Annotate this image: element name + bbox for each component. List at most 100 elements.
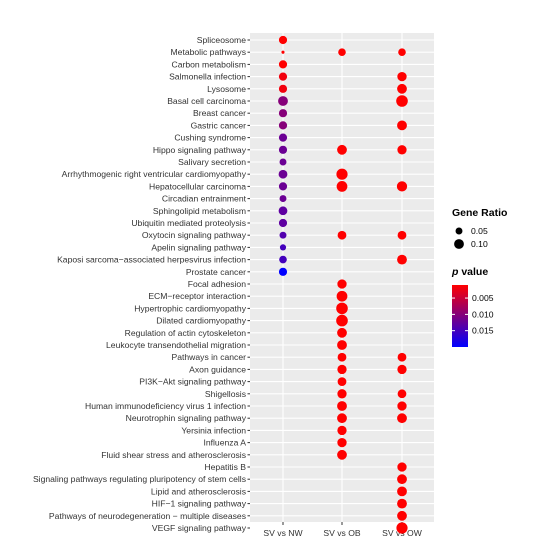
enrichment-point xyxy=(397,486,407,497)
enrichment-point xyxy=(396,95,408,107)
pathway-label: Signaling pathways regulating pluripoten… xyxy=(33,474,246,484)
pathway-label: Prostate cancer xyxy=(186,267,246,277)
enrichment-point xyxy=(397,462,407,472)
pathway-label: ECM−receptor interaction xyxy=(148,291,246,301)
size-legend-title: Gene Ratio xyxy=(452,207,507,219)
comparison-label: SV vs NW xyxy=(263,528,303,538)
enrichment-point xyxy=(337,377,347,386)
enrichment-point xyxy=(278,60,288,69)
enrichment-point xyxy=(397,83,407,94)
enrichment-point xyxy=(398,48,406,56)
pathway-label: Apelin signaling pathway xyxy=(151,242,246,252)
enrichment-point xyxy=(397,120,407,131)
enrichment-point xyxy=(336,181,348,192)
pathway-label: Cushing syndrome xyxy=(174,133,246,143)
pathway-label: Leukocyte transendothelial migration xyxy=(106,340,246,350)
enrichment-point xyxy=(279,158,287,166)
enrichment-point xyxy=(278,182,288,191)
enrichment-point xyxy=(397,352,407,362)
pathway-label: Hypertrophic cardiomyopathy xyxy=(134,303,246,313)
enrichment-point xyxy=(337,340,347,350)
enrichment-point xyxy=(337,144,347,155)
enrichment-point xyxy=(278,84,288,93)
pathway-label: Sphingolipid metabolism xyxy=(153,206,246,216)
pathway-label: Basal cell carcinoma xyxy=(167,96,246,106)
color-legend-title: p value xyxy=(451,266,488,278)
pathway-label: Salmonella infection xyxy=(169,72,246,82)
enrichment-point xyxy=(397,474,407,485)
enrichment-point xyxy=(278,218,288,228)
enrichment-point xyxy=(278,109,288,118)
enrichment-point xyxy=(397,401,407,411)
pathway-label: Fluid shear stress and atherosclerosis xyxy=(101,450,246,460)
enrichment-point xyxy=(279,244,287,251)
color-legend-bar xyxy=(452,285,468,347)
pathway-label: Spliceosome xyxy=(197,35,246,45)
pathway-label: Arrhythmogenic right ventricular cardiom… xyxy=(62,169,247,179)
pathway-label: Hepatitis B xyxy=(204,462,246,472)
enrichment-point xyxy=(278,72,288,81)
pathway-label: Lipid and atherosclerosis xyxy=(151,486,246,496)
enrichment-point xyxy=(278,206,288,216)
size-legend-swatch xyxy=(455,227,463,235)
enrichment-point xyxy=(397,510,407,521)
pathway-label: VEGF signaling pathway xyxy=(152,523,247,533)
pathway-label: Pathways in cancer xyxy=(171,352,246,362)
enrichment-point xyxy=(279,231,287,239)
enrichment-point xyxy=(338,48,346,56)
enrichment-point xyxy=(278,145,288,154)
enrichment-point xyxy=(396,522,408,534)
pathway-label: Influenza A xyxy=(203,438,246,448)
pathway-label: Breast cancer xyxy=(193,108,246,118)
enrichment-point xyxy=(337,352,347,362)
pathway-label: Yersinia infection xyxy=(181,425,246,435)
enrichment-point xyxy=(337,327,347,338)
enrichment-point xyxy=(337,230,347,240)
enrichment-point xyxy=(281,50,285,54)
pathway-label: Circadian entrainment xyxy=(162,194,247,204)
pathway-label: Human immunodeficiency virus 1 infection xyxy=(85,401,246,411)
pathway-label: Salivary secretion xyxy=(178,157,246,167)
pathway-label: Oxytocin signaling pathway xyxy=(142,230,247,240)
pathway-label: Shigellosis xyxy=(205,389,246,399)
enrichment-point xyxy=(279,255,287,264)
pathway-label: Focal adhesion xyxy=(188,279,247,289)
enrichment-point xyxy=(397,413,407,424)
pathway-label: Gastric cancer xyxy=(191,120,247,130)
enrichment-point xyxy=(397,389,407,399)
enrichment-point xyxy=(278,121,288,130)
pathway-label: Lysosome xyxy=(207,84,246,94)
pathway-label: PI3K−Akt signaling pathway xyxy=(139,377,246,387)
enrichment-point xyxy=(336,314,348,327)
pathway-label: Metabolic pathways xyxy=(171,47,246,57)
enrichment-point xyxy=(337,279,347,289)
size-legend-swatch xyxy=(454,239,464,249)
enrichment-point xyxy=(337,364,347,375)
enrichment-point xyxy=(397,254,407,265)
pathway-label: HIF−1 signaling pathway xyxy=(152,499,247,509)
enrichment-point xyxy=(278,96,288,106)
enrichment-point xyxy=(278,133,288,142)
color-legend-label: 0.010 xyxy=(472,309,494,319)
size-legend-label: 0.05 xyxy=(471,226,488,236)
color-legend-label: 0.005 xyxy=(472,293,494,303)
pathway-label: Ubiquitin mediated proteolysis xyxy=(131,218,246,228)
enrichment-point xyxy=(397,145,407,155)
enrichment-point xyxy=(397,230,407,240)
enrichment-point xyxy=(336,302,348,315)
pathway-label: Hippo signaling pathway xyxy=(153,145,247,155)
enrichment-point xyxy=(278,169,288,179)
enrichment-point xyxy=(279,195,287,203)
pathway-label: Carbon metabolism xyxy=(171,59,246,69)
enrichment-point xyxy=(337,437,347,448)
enrichment-point xyxy=(278,267,288,276)
pathway-label: Axon guidance xyxy=(189,364,246,374)
pathway-label: Regulation of actin cytoskeleton xyxy=(125,328,247,338)
enrichment-point xyxy=(336,290,348,302)
enrichment-point xyxy=(278,35,288,45)
enrichment-point xyxy=(337,401,347,411)
comparison-label: SV vs OB xyxy=(323,528,361,538)
enrichment-point xyxy=(336,168,348,180)
enrichment-point xyxy=(397,364,407,375)
